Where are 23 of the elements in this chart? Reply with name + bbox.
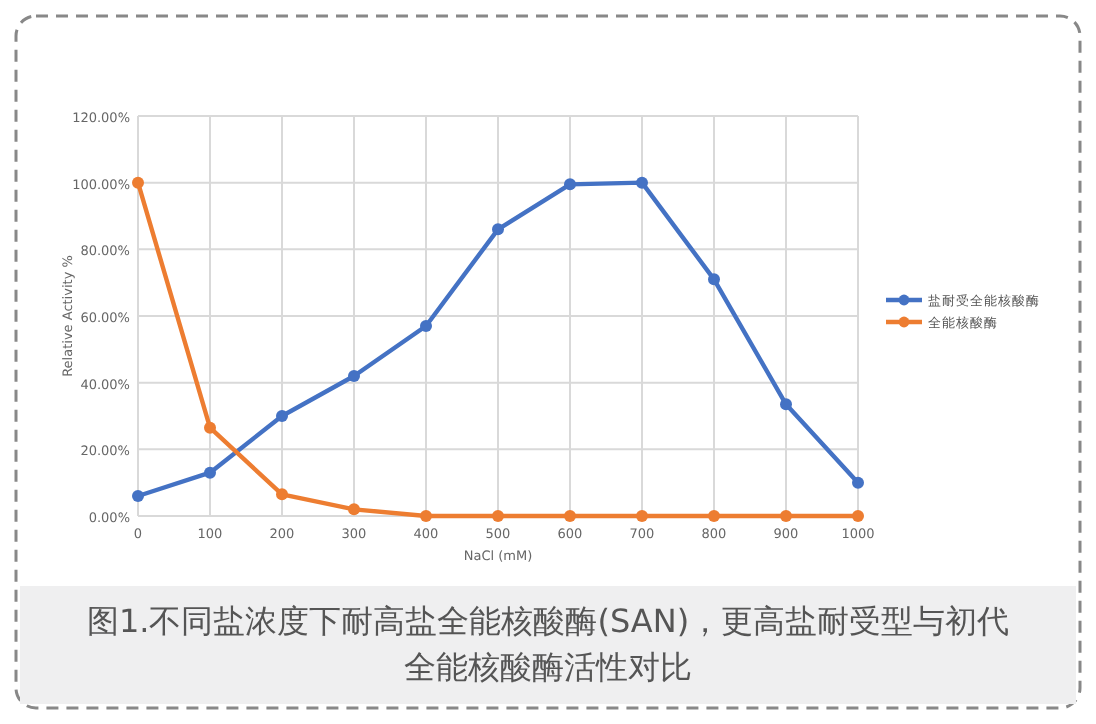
caption: 图1.不同盐浓度下耐高盐全能核酸酶(SAN)，更高盐耐受型与初代全能核酸酶活性对比: [86, 602, 1010, 686]
point: [636, 510, 648, 522]
point: [564, 178, 576, 191]
point: [348, 370, 360, 382]
point: [492, 223, 504, 236]
point: [420, 320, 432, 332]
point: [276, 410, 288, 422]
point: [852, 476, 864, 489]
point: [132, 490, 144, 502]
point: [420, 510, 432, 522]
point: [708, 273, 720, 286]
point: [204, 421, 216, 434]
point: [708, 510, 720, 522]
point: [132, 176, 144, 189]
point: [636, 176, 648, 189]
point: [780, 510, 792, 522]
point: [276, 488, 288, 501]
point: [492, 510, 504, 522]
point: [348, 503, 360, 516]
point: [852, 510, 864, 522]
point: [564, 510, 576, 522]
point: [780, 398, 792, 411]
point: [204, 466, 216, 479]
